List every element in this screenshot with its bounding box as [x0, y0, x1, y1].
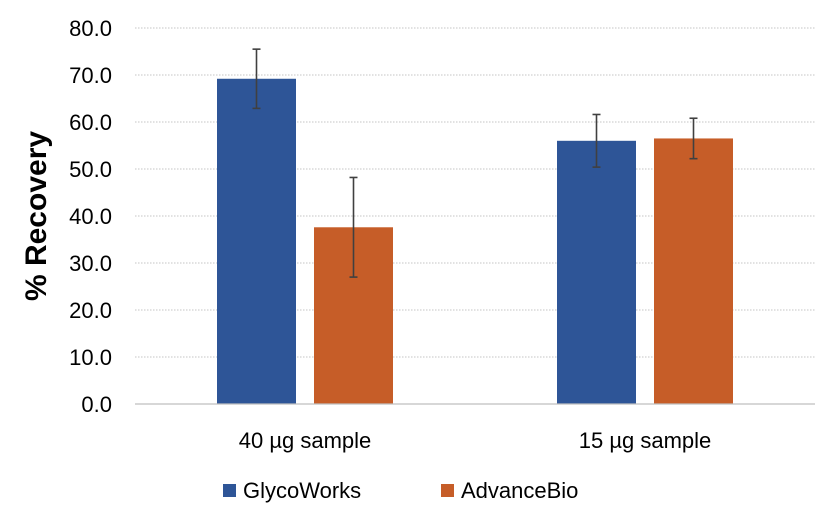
y-axis-label: % Recovery [20, 131, 53, 301]
y-tick-label: 40.0 [69, 204, 112, 229]
error-bars [252, 48, 698, 278]
legend-swatch [223, 484, 236, 497]
bar-advancebio-2 [654, 138, 733, 404]
y-tick-label: 70.0 [69, 63, 112, 88]
error-bar [252, 48, 261, 110]
gridlines [135, 27, 815, 358]
error-bar [349, 176, 358, 278]
x-axis-categories: 40 µg sample 15 µg sample [239, 428, 712, 453]
bars [217, 78, 733, 405]
y-tick-label: 10.0 [69, 345, 112, 370]
legend-item-advancebio: AdvanceBio [441, 478, 578, 503]
y-tick-label: 30.0 [69, 251, 112, 276]
bar-glycoworks-2 [557, 140, 636, 405]
error-bar [689, 117, 698, 160]
legend-label: AdvanceBio [461, 478, 578, 503]
legend-item-glycoworks: GlycoWorks [223, 478, 361, 503]
y-axis-ticks: 0.0 10.0 20.0 30.0 40.0 50.0 60.0 70.0 80.0 [69, 16, 112, 417]
error-bar [592, 113, 601, 168]
x-category-label: 40 µg sample [239, 428, 372, 453]
y-tick-label: 20.0 [69, 298, 112, 323]
bar-glycoworks-1 [217, 78, 296, 404]
legend: GlycoWorks AdvanceBio [223, 478, 578, 503]
legend-label: GlycoWorks [243, 478, 361, 503]
y-tick-label: 0.0 [81, 392, 112, 417]
y-tick-label: 80.0 [69, 16, 112, 41]
y-tick-label: 50.0 [69, 157, 112, 182]
x-category-label: 15 µg sample [579, 428, 712, 453]
legend-swatch [441, 484, 454, 497]
y-tick-label: 60.0 [69, 110, 112, 135]
